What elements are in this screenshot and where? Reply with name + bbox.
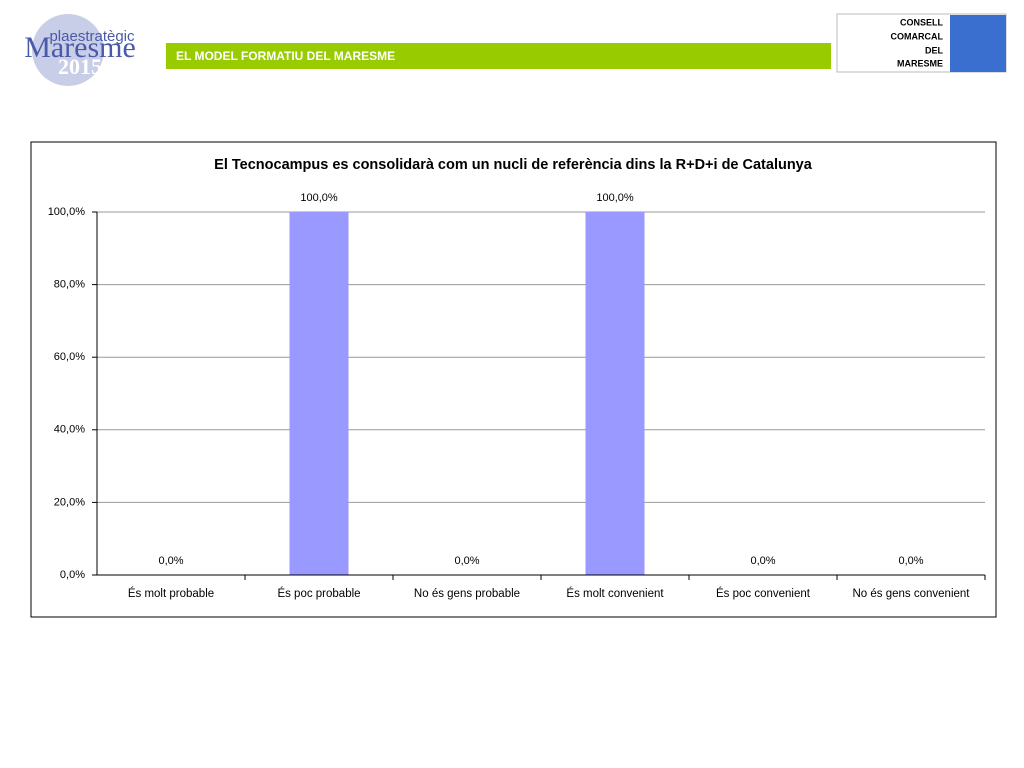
bar — [289, 212, 349, 575]
council-text: MARESME — [897, 58, 943, 68]
y-tick-label: 0,0% — [60, 569, 85, 581]
council-text: COMARCAL — [891, 31, 944, 41]
data-label: 100,0% — [300, 192, 338, 204]
logo-text: Maresme — [24, 31, 136, 64]
header-title: EL MODEL FORMATIU DEL MARESME — [176, 49, 395, 63]
y-tick-label: 20,0% — [54, 496, 85, 508]
logo-text: 2015 — [58, 54, 102, 79]
data-label: 100,0% — [596, 192, 634, 204]
data-label: 0,0% — [158, 555, 183, 567]
council-emblem — [950, 15, 1006, 72]
bar — [585, 212, 645, 575]
data-label: 0,0% — [898, 555, 923, 567]
data-label: 0,0% — [750, 555, 775, 567]
chart-title: El Tecnocampus es consolidarà com un nuc… — [214, 157, 813, 173]
header-band — [166, 43, 831, 69]
logo-circle — [32, 14, 104, 86]
x-tick-label: No és gens probable — [414, 588, 520, 600]
data-label: 0,0% — [454, 555, 479, 567]
x-tick-label: No és gens convenient — [853, 588, 971, 600]
y-tick-label: 100,0% — [48, 206, 86, 218]
x-tick-label: És poc convenient — [716, 587, 811, 600]
y-tick-label: 60,0% — [54, 351, 85, 363]
chart-frame — [30, 141, 997, 618]
y-tick-label: 40,0% — [54, 424, 85, 436]
x-tick-label: És poc probable — [277, 587, 360, 600]
logo-text: plaestratègic — [49, 28, 135, 45]
y-tick-label: 80,0% — [54, 279, 85, 291]
council-text: DEL — [925, 45, 944, 55]
council-text: CONSELL — [900, 17, 944, 27]
x-tick-label: És molt convenient — [566, 587, 664, 600]
x-tick-label: És molt probable — [128, 587, 214, 600]
